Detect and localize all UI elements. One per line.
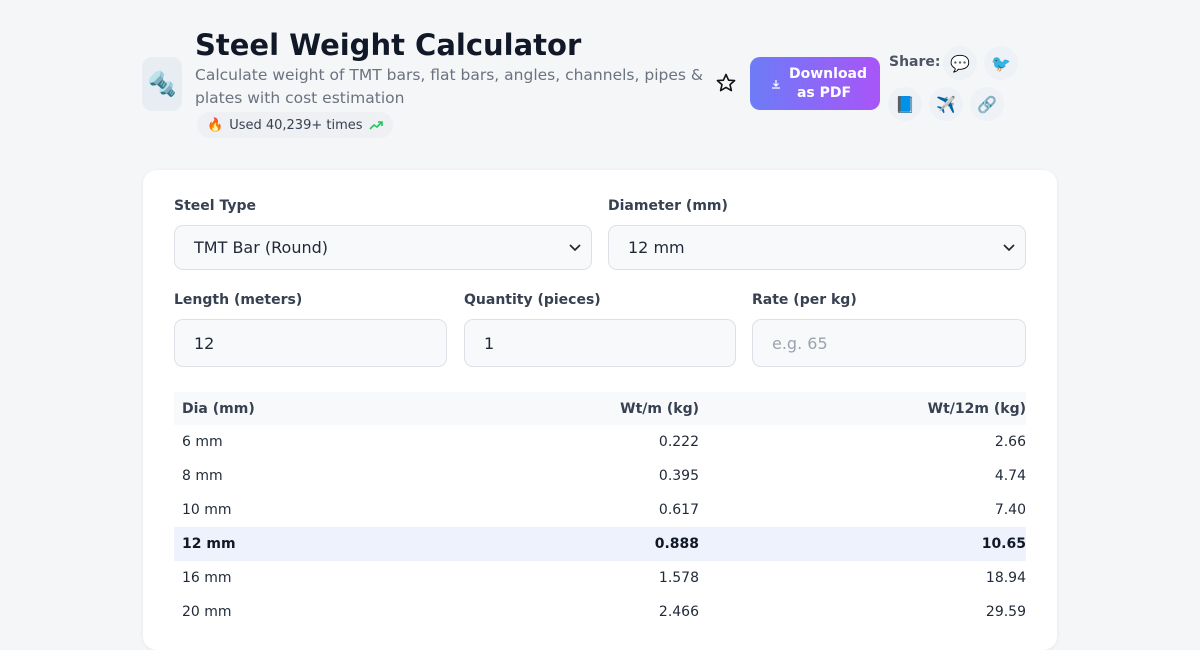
table-cell: 6 mm xyxy=(182,434,223,450)
select[interactable]: 12 mm xyxy=(608,225,1026,270)
chevron xyxy=(1003,244,1015,252)
table-cell: 2.66 xyxy=(994,434,1026,450)
field-label: Rate (per kg) xyxy=(752,292,857,308)
share-icon[interactable]: 💬 xyxy=(943,46,977,80)
share-icon[interactable]: ✈️ xyxy=(929,87,963,121)
share-icon[interactable]: 📘 xyxy=(888,87,922,121)
usage-text: Used 40,239+ times xyxy=(229,117,363,133)
column-header: Wt/m (kg) xyxy=(620,400,699,417)
selected-row[interactable]: 12 mm 0.888 10.65 xyxy=(174,527,1026,561)
field-label: Steel Type xyxy=(174,198,256,214)
placeholder: e.g. 65 xyxy=(772,333,828,353)
field-value: TMT Bar (Round) xyxy=(194,238,328,257)
share-icon[interactable]: 🐦 xyxy=(984,46,1018,80)
table-row[interactable]: 16 mm 1.578 18.94 xyxy=(174,561,1026,595)
subtitle: Calculate weight of TMT bars, flat bars,… xyxy=(195,66,703,107)
trend-icon xyxy=(368,121,383,130)
table-cell: 20 mm xyxy=(182,604,232,620)
table-row[interactable]: 8 mm 0.395 4.74 xyxy=(174,459,1026,493)
table-cell: 29.59 xyxy=(985,604,1026,620)
table-row[interactable]: 6 mm 0.222 2.66 xyxy=(174,425,1026,459)
column-header: Wt/12m (kg) xyxy=(927,400,1026,417)
field-value: 12 mm xyxy=(628,238,685,257)
table-cell: 0.395 xyxy=(658,468,699,484)
usage-badge: 🔥 Used 40,239+ times xyxy=(197,112,393,138)
table-row[interactable]: 10 mm 0.617 7.40 xyxy=(174,493,1026,527)
field-value: 1 xyxy=(484,333,495,353)
table-cell: 12 mm xyxy=(182,536,236,552)
favorite-star[interactable] xyxy=(716,73,736,93)
text-input[interactable]: 1 xyxy=(464,319,736,367)
table-header: Dia (mm) Wt/m (kg) Wt/12m (kg) xyxy=(174,392,1026,425)
chevron xyxy=(569,244,581,252)
table-row[interactable]: 20 mm 2.466 29.59 xyxy=(174,595,1026,629)
field-label: Length (meters) xyxy=(174,292,303,308)
field-label: Diameter (mm) xyxy=(608,198,728,214)
field-value: 12 xyxy=(194,333,215,353)
table-cell: 0.888 xyxy=(654,536,699,552)
download-icon xyxy=(772,79,780,89)
download-button[interactable]: Download as PDF xyxy=(750,57,880,110)
table-cell: 10.65 xyxy=(981,536,1026,552)
table-cell: 7.40 xyxy=(994,502,1026,518)
table-cell: 4.74 xyxy=(994,468,1026,484)
select[interactable]: TMT Bar (Round) xyxy=(174,225,592,270)
download-label: Download as PDF xyxy=(789,65,868,101)
table-cell: 0.617 xyxy=(658,502,699,518)
share-label: Share: xyxy=(889,54,941,70)
table-cell: 2.466 xyxy=(658,604,699,620)
text-input[interactable]: e.g. 65 xyxy=(752,319,1026,367)
page: 🔩 Steel Weight Calculator Calculate weig… xyxy=(142,28,1026,629)
field-label: Quantity (pieces) xyxy=(464,292,601,308)
table-cell: 10 mm xyxy=(182,502,232,518)
title: Steel Weight Calculator xyxy=(195,28,582,62)
table-cell: 16 mm xyxy=(182,570,232,586)
table-cell: 1.578 xyxy=(658,570,699,586)
table-cell: 8 mm xyxy=(182,468,223,484)
column-header: Dia (mm) xyxy=(182,400,255,417)
share-icon[interactable]: 🔗 xyxy=(970,87,1004,121)
usage-icon: 🔥 xyxy=(207,117,224,133)
app-icon: 🔩 xyxy=(142,57,182,111)
table-cell: 18.94 xyxy=(985,570,1026,586)
table-cell: 0.222 xyxy=(658,434,699,450)
text-input[interactable]: 12 xyxy=(174,319,447,367)
weight-table: Dia (mm) Wt/m (kg) Wt/12m (kg) 6 mm 0.222 2.6… xyxy=(174,392,1026,629)
